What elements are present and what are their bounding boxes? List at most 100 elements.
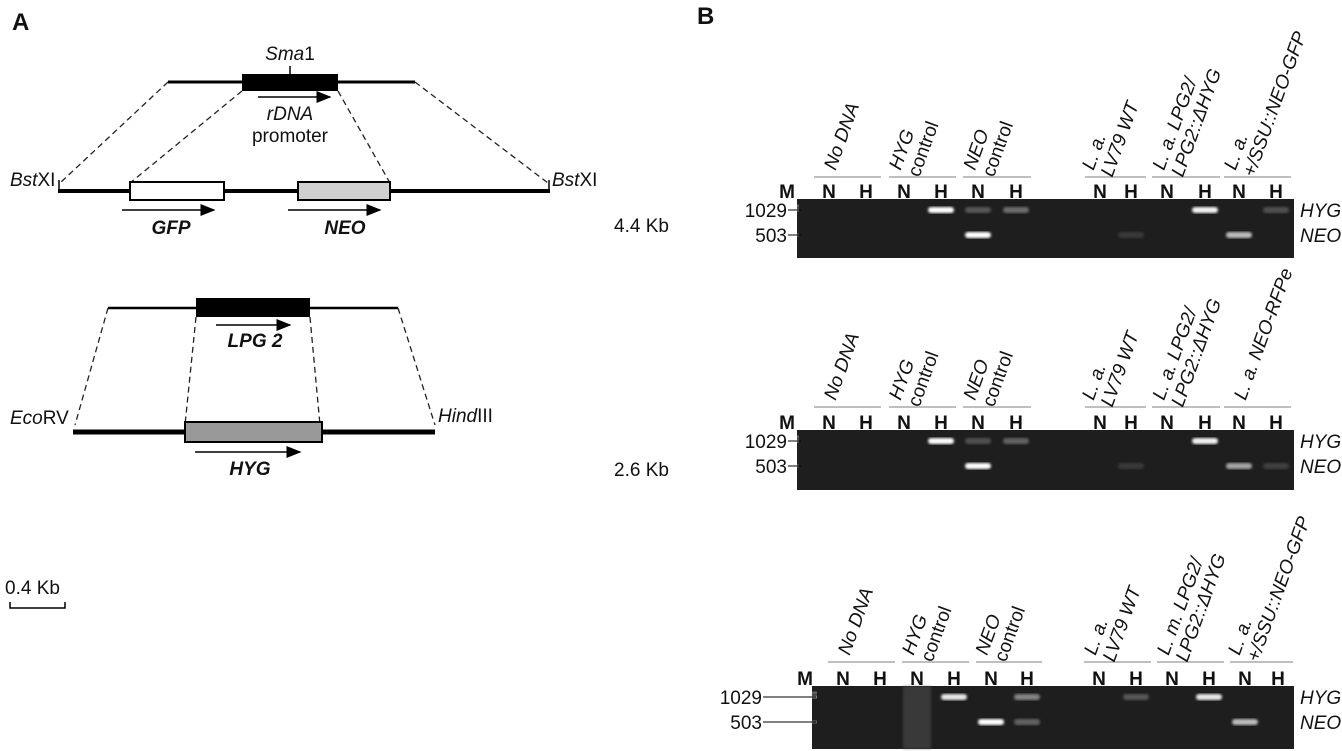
band [1003, 438, 1029, 444]
size-label: 503 [755, 226, 787, 247]
lane-label: N [1092, 669, 1106, 690]
lane-label: N [984, 669, 998, 690]
marker-label: M [797, 669, 813, 690]
band-label: HYG [1300, 432, 1341, 453]
gfp-box [129, 181, 225, 201]
band [1118, 463, 1144, 469]
ladder-band [777, 435, 799, 439]
lane-label: N [822, 413, 836, 434]
band [1232, 719, 1258, 725]
lane-label: N [1093, 182, 1107, 203]
group-label-line: No DNA [820, 100, 864, 173]
scale-label: 0.4 Kb [5, 578, 60, 599]
band-label: HYG [1300, 201, 1341, 222]
band-label: HYG [1300, 688, 1341, 709]
size-label: 1029 [745, 432, 787, 453]
hyg-box [184, 421, 323, 443]
size-label: 4.4 Kb [614, 216, 669, 237]
band-label: NEO [1300, 457, 1341, 478]
lane-label: N [1232, 182, 1246, 203]
ladder-band [777, 204, 799, 208]
gene-label: NEO [324, 218, 365, 239]
group-label: L. a. NEO-RFPe [1230, 266, 1297, 403]
gel [812, 686, 1294, 749]
group-label-line: L. a. NEO-RFPe [1230, 266, 1297, 403]
lane-label: H [1271, 669, 1285, 690]
band [978, 719, 1004, 725]
neo-box [297, 181, 391, 201]
lane-label: H [859, 182, 873, 203]
ladder-band [795, 691, 817, 695]
band [1263, 463, 1289, 469]
lane-label: H [1020, 669, 1034, 690]
size-label: 2.6 Kb [614, 460, 669, 481]
promoter-label: promoter [252, 126, 329, 147]
band [1196, 694, 1222, 700]
site-label: HindIII [438, 406, 493, 427]
lpg2-box [196, 298, 310, 317]
lane-label: N [1238, 669, 1252, 690]
lane-label: H [1269, 182, 1283, 203]
band [965, 463, 991, 469]
lane-label: H [1009, 413, 1023, 434]
band [941, 694, 967, 700]
panel-a: A Sma1 rDNA promoter BstXI BstXI GFP NEO… [5, 9, 669, 609]
dashed-guides [59, 81, 549, 184]
lane-label: H [1129, 669, 1143, 690]
lane-label: N [1232, 413, 1246, 434]
lane-label: H [934, 182, 948, 203]
lane-label: N [836, 669, 850, 690]
band [965, 207, 991, 213]
lane-label: N [971, 182, 985, 203]
lane-label: H [1198, 182, 1212, 203]
site-label: EcoRV [10, 408, 69, 429]
lane-label: N [1093, 413, 1107, 434]
group-label: No DNA [820, 330, 864, 403]
group-label: L. a.LV79 WT [1080, 576, 1146, 665]
lane-label: H [1198, 413, 1212, 434]
promoter-label: rDNA [267, 104, 313, 125]
band-label: NEO [1300, 226, 1341, 247]
panel-label: B [697, 3, 714, 30]
gene-label: GFP [151, 218, 190, 239]
lane-label: H [1269, 413, 1283, 434]
lane-label: N [1160, 182, 1174, 203]
lane-label: N [822, 182, 836, 203]
lane-label: N [1165, 669, 1179, 690]
size-label: 1029 [745, 201, 787, 222]
lane-label: H [859, 413, 873, 434]
group-label: NEOcontrol [960, 342, 1018, 410]
lane-label: H [1202, 669, 1216, 690]
group-label-line: +/SSU::NEO-GFP [1239, 29, 1311, 180]
site-label: Sma1 [265, 44, 315, 65]
group-label: No DNA [834, 585, 878, 658]
lane-label: N [1160, 413, 1174, 434]
group-label: L. a.LV79 WT [1078, 91, 1144, 180]
band [1118, 232, 1144, 238]
group-label: No DNA [820, 100, 864, 173]
band [1192, 438, 1218, 444]
band [928, 207, 954, 213]
end-ticks [58, 180, 550, 191]
lane-label: H [1124, 413, 1138, 434]
group-label-line: No DNA [834, 585, 878, 658]
group-label: HYGcontrol [885, 112, 943, 180]
lane-label: N [897, 182, 911, 203]
size-label: 503 [730, 713, 762, 734]
lane-label: N [910, 669, 924, 690]
group-label: L. a.+/SSU::NEO-GFP [1220, 22, 1311, 180]
gene-label: HYG [229, 459, 270, 480]
band-label: NEO [1300, 713, 1341, 734]
group-label: L. a.+/SSU::NEO-GFP [1224, 507, 1315, 665]
group-label: L. a.LV79 WT [1078, 321, 1144, 410]
group-label: L. m. LPG2/LPG2::ΔHYG [1153, 544, 1230, 664]
band [965, 232, 991, 238]
band [1123, 694, 1149, 700]
band [1014, 719, 1040, 725]
gel [797, 199, 1294, 258]
band [1003, 207, 1029, 213]
